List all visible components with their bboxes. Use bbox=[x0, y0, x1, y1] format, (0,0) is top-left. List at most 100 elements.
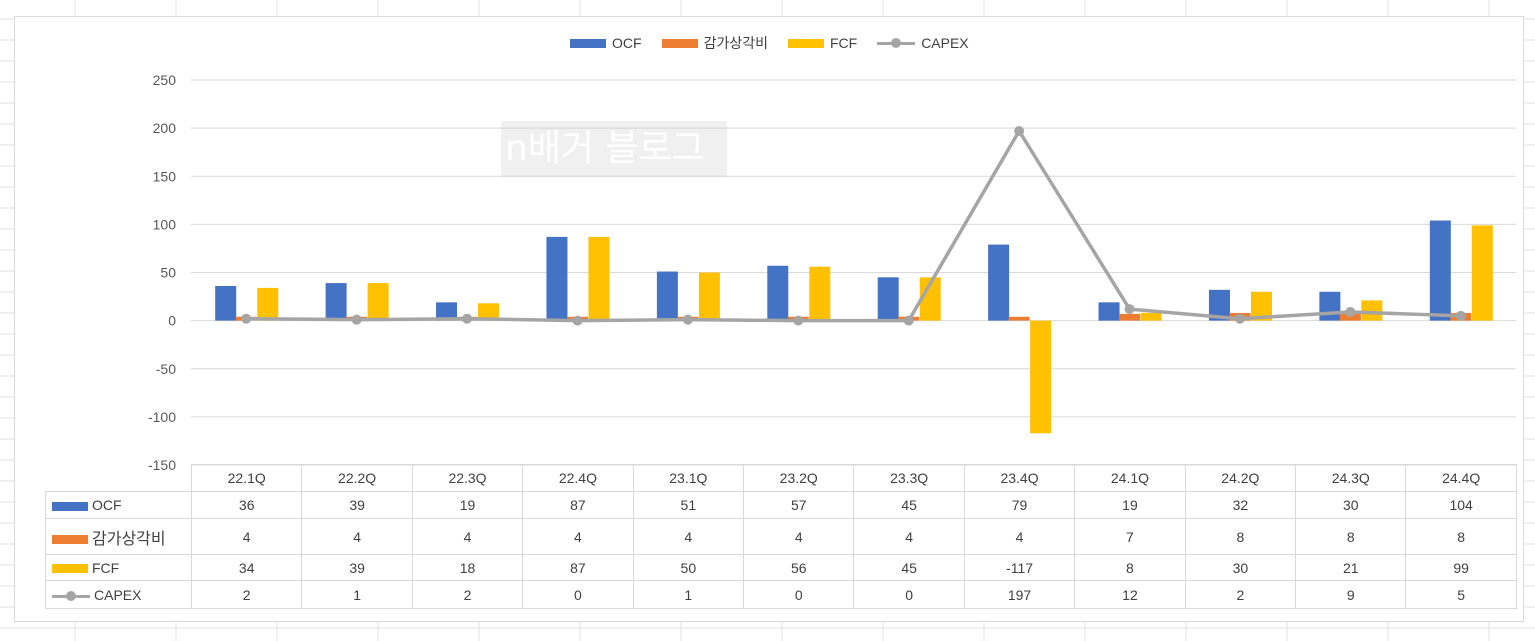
table-series-name: OCF bbox=[92, 497, 122, 513]
bar-ocf[interactable] bbox=[877, 277, 899, 321]
bar-ocf[interactable] bbox=[325, 283, 347, 321]
bar-fcf[interactable] bbox=[588, 236, 610, 321]
table-value: 19 bbox=[1074, 491, 1186, 519]
bar-ocf[interactable] bbox=[215, 285, 237, 321]
table-value: 50 bbox=[632, 554, 745, 581]
legend-item[interactable]: CAPEX bbox=[877, 35, 969, 51]
bar-fcf[interactable] bbox=[1361, 300, 1383, 321]
table-value: 2 bbox=[411, 580, 524, 609]
table-series-name: CAPEX bbox=[94, 586, 142, 603]
x-tick-label: 22.1Q bbox=[190, 464, 303, 492]
bar-fcf[interactable] bbox=[1250, 291, 1272, 321]
capex-point[interactable] bbox=[1234, 313, 1245, 324]
table-value: 4 bbox=[522, 518, 634, 555]
bar-fcf[interactable] bbox=[1030, 320, 1052, 434]
bar-ocf[interactable] bbox=[767, 265, 789, 321]
x-tick-label: 22.4Q bbox=[522, 464, 634, 492]
table-value: 87 bbox=[522, 554, 634, 581]
bar-ocf[interactable] bbox=[1429, 220, 1451, 321]
table-value: 1 bbox=[632, 580, 745, 609]
capex-point[interactable] bbox=[1455, 310, 1466, 321]
x-tick-label: 23.4Q bbox=[963, 464, 1076, 492]
table-value: 30 bbox=[1184, 554, 1297, 581]
bar-ocf[interactable] bbox=[988, 244, 1010, 321]
capex-point[interactable] bbox=[241, 313, 252, 324]
table-value: 4 bbox=[632, 518, 745, 555]
legend[interactable]: OCF 감가상각비 FCF CAPEX bbox=[570, 33, 989, 53]
table-value: 19 bbox=[411, 491, 524, 519]
bar-fcf[interactable] bbox=[478, 303, 500, 321]
table-value: 8 bbox=[1184, 518, 1297, 555]
table-series-label: FCF bbox=[45, 554, 192, 581]
x-tick-label: 22.2Q bbox=[301, 464, 413, 492]
table-value: 79 bbox=[963, 491, 1076, 519]
bar-fcf[interactable] bbox=[809, 266, 831, 321]
table-value: 4 bbox=[190, 518, 303, 555]
table-value: 30 bbox=[1295, 491, 1407, 519]
legend-swatch bbox=[877, 38, 916, 48]
table-value: 39 bbox=[301, 554, 413, 581]
data-table: 22.1Q 22.2Q 22.3Q 22.4Q 23.1Q 23.2Q 23.3Q 23.4Q… bbox=[45, 464, 1517, 609]
capex-point[interactable] bbox=[793, 315, 804, 326]
x-tick-label: 24.1Q bbox=[1074, 464, 1186, 492]
table-value: 45 bbox=[853, 491, 965, 519]
y-tick-label: 250 bbox=[153, 72, 177, 88]
table-value: 8 bbox=[1074, 554, 1186, 581]
capex-point[interactable] bbox=[572, 315, 583, 326]
capex-line[interactable] bbox=[246, 129, 1461, 323]
bar-ocf[interactable] bbox=[1208, 289, 1230, 321]
bar-fcf[interactable] bbox=[919, 277, 941, 321]
table-legend-key bbox=[52, 564, 88, 574]
legend-item[interactable]: OCF bbox=[570, 35, 642, 51]
table-value: 18 bbox=[411, 554, 524, 581]
bar-fcf[interactable] bbox=[1471, 225, 1493, 321]
watermark-text: n배거 블로그 bbox=[501, 121, 727, 177]
table-row: 감가상각비 4 4 4 4 4 4 4 4 7 8 8 8 bbox=[45, 518, 1517, 555]
table-series-label: OCF bbox=[45, 491, 192, 519]
capex-point[interactable] bbox=[1345, 306, 1356, 317]
bar-ocf[interactable] bbox=[656, 271, 678, 321]
bar-ocf[interactable] bbox=[1098, 302, 1120, 321]
table-value: 34 bbox=[190, 554, 303, 581]
table-series-name: 감가상각비 bbox=[92, 530, 166, 548]
bar-ocf[interactable] bbox=[436, 302, 458, 321]
bar-ocf[interactable] bbox=[546, 236, 568, 321]
table-value: 9 bbox=[1295, 580, 1407, 609]
capex-point[interactable] bbox=[903, 315, 914, 326]
capex-point[interactable] bbox=[682, 314, 693, 325]
table-value: 0 bbox=[743, 580, 855, 609]
capex-point[interactable] bbox=[1124, 304, 1135, 315]
table-series-name: FCF bbox=[92, 559, 120, 576]
bar-depreciation[interactable] bbox=[1119, 313, 1141, 321]
x-tick-label: 24.2Q bbox=[1184, 464, 1297, 492]
table-value: 2 bbox=[1184, 580, 1297, 609]
capex-point[interactable] bbox=[1014, 126, 1025, 137]
legend-item[interactable]: 감가상각비 bbox=[661, 33, 768, 53]
bar-fcf[interactable] bbox=[698, 272, 720, 321]
capex-point[interactable] bbox=[351, 314, 362, 325]
table-value: -117 bbox=[963, 554, 1076, 581]
legend-label: 감가상각비 bbox=[703, 35, 768, 51]
bar-ocf[interactable] bbox=[1319, 291, 1341, 321]
table-value: 7 bbox=[1074, 518, 1186, 555]
table-row: CAPEX 2 1 2 0 1 0 0 197 12 2 9 5 bbox=[45, 580, 1517, 609]
table-value: 32 bbox=[1184, 491, 1297, 519]
table-value: 4 bbox=[301, 518, 413, 555]
table-value: 21 bbox=[1295, 554, 1407, 581]
bar-fcf[interactable] bbox=[1140, 312, 1162, 321]
table-value: 0 bbox=[522, 580, 634, 609]
capex-point[interactable] bbox=[462, 313, 473, 324]
table-legend-key bbox=[52, 501, 88, 511]
table-row: FCF 34 39 18 87 50 56 45 -117 8 30 21 99 bbox=[45, 554, 1517, 581]
table-legend-key bbox=[52, 590, 90, 601]
table-value: 12 bbox=[1074, 580, 1186, 609]
table-value: 8 bbox=[1405, 518, 1517, 555]
legend-item[interactable]: FCF bbox=[787, 35, 858, 51]
table-corner bbox=[45, 464, 192, 492]
bar-depreciation[interactable] bbox=[1008, 316, 1030, 321]
table-value: 8 bbox=[1295, 518, 1407, 555]
bar-fcf[interactable] bbox=[367, 283, 389, 321]
table-value: 1 bbox=[301, 580, 413, 609]
legend-label: FCF bbox=[829, 35, 858, 51]
bar-fcf[interactable] bbox=[257, 287, 279, 321]
